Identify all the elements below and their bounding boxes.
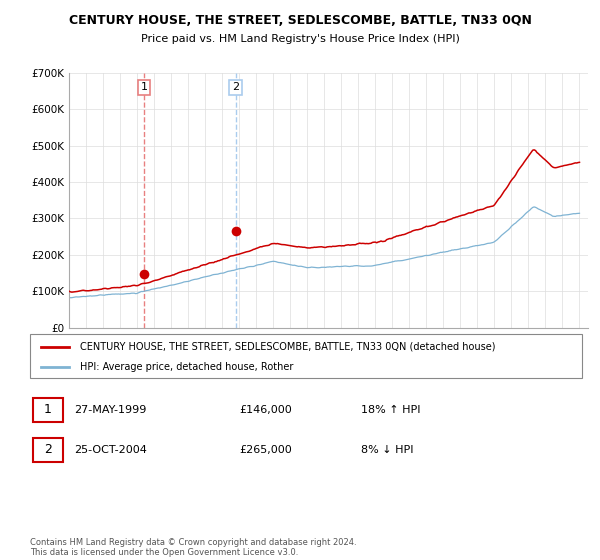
Text: Contains HM Land Registry data © Crown copyright and database right 2024.
This d: Contains HM Land Registry data © Crown c… bbox=[30, 538, 356, 557]
Text: 25-OCT-2004: 25-OCT-2004 bbox=[74, 445, 147, 455]
Text: 2: 2 bbox=[232, 82, 239, 92]
Text: HPI: Average price, detached house, Rother: HPI: Average price, detached house, Roth… bbox=[80, 362, 293, 372]
Text: 1: 1 bbox=[44, 403, 52, 416]
Text: 18% ↑ HPI: 18% ↑ HPI bbox=[361, 405, 421, 415]
Bar bbox=[33, 398, 63, 422]
Bar bbox=[33, 437, 63, 462]
Text: £265,000: £265,000 bbox=[240, 445, 293, 455]
Text: Price paid vs. HM Land Registry's House Price Index (HPI): Price paid vs. HM Land Registry's House … bbox=[140, 34, 460, 44]
Text: CENTURY HOUSE, THE STREET, SEDLESCOMBE, BATTLE, TN33 0QN: CENTURY HOUSE, THE STREET, SEDLESCOMBE, … bbox=[68, 14, 532, 27]
Text: 1: 1 bbox=[140, 82, 148, 92]
Text: 27-MAY-1999: 27-MAY-1999 bbox=[74, 405, 146, 415]
Text: 8% ↓ HPI: 8% ↓ HPI bbox=[361, 445, 414, 455]
Text: 2: 2 bbox=[44, 444, 52, 456]
Text: £146,000: £146,000 bbox=[240, 405, 293, 415]
Text: CENTURY HOUSE, THE STREET, SEDLESCOMBE, BATTLE, TN33 0QN (detached house): CENTURY HOUSE, THE STREET, SEDLESCOMBE, … bbox=[80, 342, 495, 352]
